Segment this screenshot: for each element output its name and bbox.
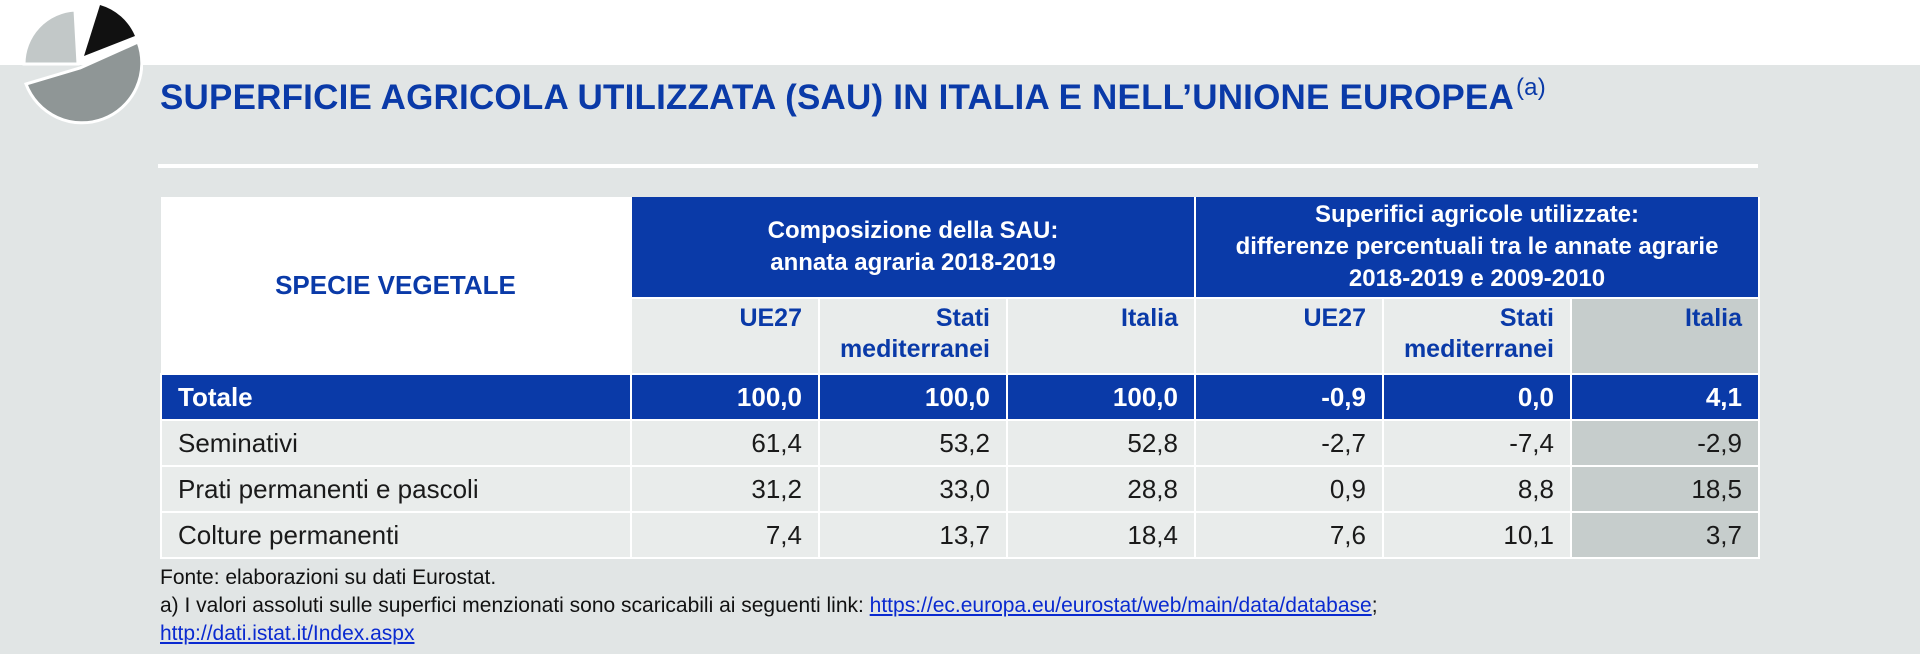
pie-chart-icon [22, 5, 143, 125]
table-cell: 3,7 [1570, 511, 1760, 559]
subheader-ue27: UE27 [630, 297, 820, 375]
title-divider [158, 164, 1758, 168]
table-cell: 7,6 [1194, 511, 1384, 559]
table-cell: 52,8 [1006, 419, 1196, 467]
table-cell: 0,9 [1194, 465, 1384, 513]
table-row: Seminativi 61,4 53,2 52,8 -2,7 -7,4 -2,9 [160, 419, 1760, 467]
footnote-mark: (a) [1515, 74, 1546, 101]
table-cell: 53,2 [818, 419, 1008, 467]
table-cell: -7,4 [1382, 419, 1572, 467]
row-label: Prati permanenti e pascoli [160, 465, 632, 513]
subheader-stati-mediterranei: Stati mediterranei [1382, 297, 1572, 375]
header-specie: SPECIE VEGETALE [161, 197, 632, 374]
header-composizione: Composizione della SAU: annata agraria 2… [630, 197, 1196, 298]
table-cell: 13,7 [818, 511, 1008, 559]
table-cell: 100,0 [1006, 373, 1196, 421]
table-cell: -2,9 [1570, 419, 1760, 467]
header-differenze: Superifici agricole utilizzate: differen… [1194, 197, 1760, 298]
table-row: Colture permanenti 7,4 13,7 18,4 7,6 10,… [160, 511, 1760, 559]
note-a: a) I valori assoluti sulle superfici men… [160, 594, 1378, 617]
table-cell: 8,8 [1382, 465, 1572, 513]
table-cell: 28,8 [1006, 465, 1196, 513]
table-cell: 33,0 [818, 465, 1008, 513]
istat-link[interactable]: http://dati.istat.it/Index.aspx [160, 622, 415, 645]
subheader-italia: Italia [1570, 297, 1760, 375]
table-cell: 61,4 [630, 419, 820, 467]
table-cell: 18,4 [1006, 511, 1196, 559]
table-cell: 100,0 [630, 373, 820, 421]
row-label: Totale [160, 373, 632, 421]
table-cell: 100,0 [818, 373, 1008, 421]
table-cell: 18,5 [1570, 465, 1760, 513]
table-cell: -2,7 [1194, 419, 1384, 467]
table-cell: 7,4 [630, 511, 820, 559]
sau-table: SPECIE VEGETALE Composizione della SAU: … [160, 197, 1760, 559]
page-title: SUPERFICIE AGRICOLA UTILIZZATA (SAU) IN … [160, 74, 1546, 117]
table-row: Prati permanenti e pascoli 31,2 33,0 28,… [160, 465, 1760, 513]
source-note: Fonte: elaborazioni su dati Eurostat. [160, 566, 497, 589]
table-cell: 4,1 [1570, 373, 1760, 421]
table-cell: -0,9 [1194, 373, 1384, 421]
table-cell: 0,0 [1382, 373, 1572, 421]
row-label: Seminativi [160, 419, 632, 467]
table-row-totale: Totale 100,0 100,0 100,0 -0,9 0,0 4,1 [160, 373, 1760, 421]
subheader-ue27: UE27 [1194, 297, 1384, 375]
table-cell: 31,2 [630, 465, 820, 513]
subheader-italia: Italia [1006, 297, 1196, 375]
row-label: Colture permanenti [160, 511, 632, 559]
table-cell: 10,1 [1382, 511, 1572, 559]
footnotes: Fonte: elaborazioni su dati Eurostat. a)… [160, 564, 1378, 648]
subheader-stati-mediterranei: Stati mediterranei [818, 297, 1008, 375]
eurostat-link[interactable]: https://ec.europa.eu/eurostat/web/main/d… [869, 594, 1372, 617]
